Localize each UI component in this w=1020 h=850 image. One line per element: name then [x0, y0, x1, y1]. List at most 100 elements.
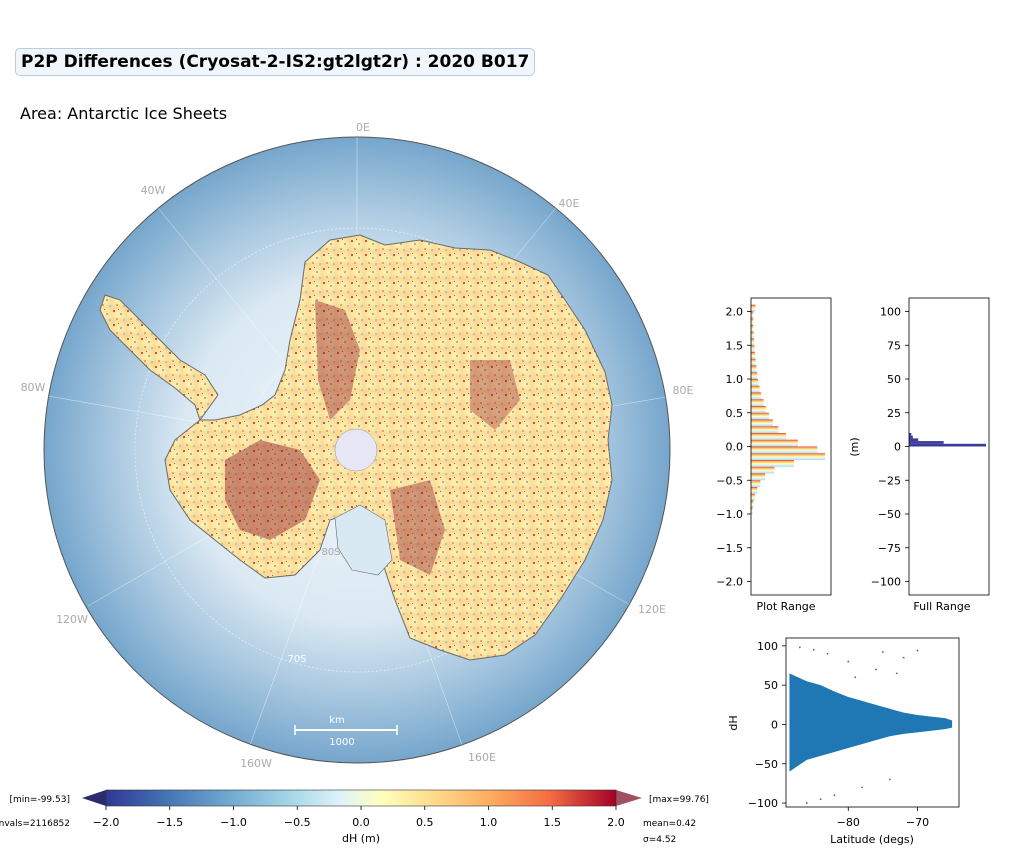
colorbar-tick-label-4: 0.0 — [352, 816, 370, 829]
colorbar-gradient — [106, 790, 616, 806]
hist2-tick-label-8: −100 — [871, 576, 901, 589]
hist1-bar-7 — [751, 460, 794, 467]
scatter-point-0 — [798, 646, 801, 649]
scalebar-value: 1000 — [329, 737, 354, 748]
dark-patch-west — [225, 440, 320, 540]
lon-label-160W: 160W — [240, 757, 272, 770]
scatter-ticks: −80 −70 100 50 0 −50 −100 — [748, 640, 929, 829]
nvals-label: nvals=2116852 — [0, 819, 70, 829]
hist1-bar-3 — [751, 487, 758, 494]
hist1-xlabel: Plot Range — [756, 600, 815, 613]
colorbar-max-extend — [616, 790, 642, 806]
hist2-bar-1 — [909, 435, 913, 439]
colorbar-tick-label-1: −1.5 — [156, 816, 183, 829]
figure-title: P2P Differences (Cryosat-2-IS2:gt2lgt2r)… — [15, 48, 536, 76]
scatter-ytick-label-0: 100 — [757, 640, 778, 653]
hist1-bar-24 — [751, 345, 755, 352]
scatter-point-1 — [812, 648, 815, 651]
scatter-ytick-label-1: 50 — [764, 679, 778, 692]
lon-label-80E: 80E — [673, 384, 694, 397]
scatter-bands — [789, 673, 953, 772]
hist2-ylabel: (m) — [848, 437, 861, 456]
scale-bar: km 1000 — [294, 715, 398, 748]
scatter-point-11 — [888, 778, 891, 781]
scatter-point-4 — [881, 651, 884, 654]
scatter-xtick-label-0: −80 — [837, 816, 860, 829]
hist1-bar-27 — [751, 325, 754, 332]
hist2-bar-3 — [909, 441, 944, 444]
hist1-bar-12 — [751, 426, 779, 433]
hist2-tick-label-2: 50 — [887, 373, 901, 386]
sigma-label: σ=4.52 — [643, 835, 676, 845]
scatter-point-13 — [875, 668, 877, 671]
colorbar-tick-label-6: 1.0 — [480, 816, 498, 829]
scatter-point-5 — [902, 656, 905, 659]
scatter-point-9 — [833, 794, 836, 797]
hist1-bar-16 — [751, 399, 764, 406]
hist1-bar-21 — [751, 365, 757, 373]
hist1-bar-18 — [751, 385, 760, 393]
hist1-bar-14 — [751, 412, 769, 420]
hist1-bar-4 — [751, 480, 761, 487]
dark-patch-east — [470, 360, 520, 430]
scatter-frame — [785, 637, 960, 808]
hist1-tick-label-7: −1.5 — [716, 542, 743, 555]
scatter-plot: −80 −70 100 50 0 −50 −100 Latitude (degs) dH — [727, 637, 960, 846]
hist1-bar-25 — [751, 338, 755, 346]
scatter-point-12 — [854, 676, 857, 679]
hist1-tick-label-4: 0.0 — [726, 441, 744, 454]
polar-hole — [334, 428, 378, 472]
lon-label-160E: 160E — [468, 751, 496, 764]
hist1-tick-label-2: 1.0 — [726, 373, 744, 386]
scatter-point-8 — [819, 798, 822, 801]
histogram-plot-range: 2.0 1.5 1.0 0.5 0.0 −0.5 −1.0 −1.5 −2.0 Plot Ran… — [716, 297, 832, 613]
scalebar-unit: km — [329, 715, 345, 726]
scatter-point-10 — [861, 786, 864, 789]
hist2-tick-label-3: 25 — [887, 407, 901, 420]
scatter-point-6 — [916, 649, 919, 652]
colorbar-min-extend — [82, 790, 106, 806]
hist1-bar-20 — [751, 372, 758, 379]
scatter-xlabel: Latitude (degs) — [830, 833, 914, 846]
hist2-tick-label-0: 100 — [880, 306, 901, 319]
colorbar-tick-label-7: 1.5 — [544, 816, 562, 829]
hist1-tick-label-5: −0.5 — [716, 474, 743, 487]
hist1-bar-8 — [751, 453, 826, 460]
hist2-yticks: 100 75 50 25 0 −25 −50 −75 −100 — [871, 306, 909, 589]
hist1-bar-19 — [751, 379, 759, 386]
hist1-bar-26 — [751, 331, 754, 339]
hist2-bars — [909, 433, 986, 447]
hist1-bar-6 — [751, 466, 775, 474]
hist1-bar-2 — [751, 493, 755, 501]
hist1-bar-22 — [751, 358, 756, 366]
lat-label-70S: 70S — [287, 654, 306, 665]
hist1-bar-23 — [751, 352, 755, 359]
hist1-bar-28 — [751, 318, 754, 325]
hist1-bar-17 — [751, 392, 762, 400]
lon-label-0E: 0E — [356, 121, 370, 134]
hist1-bar-10 — [751, 439, 798, 447]
lon-label-120W: 120W — [56, 613, 88, 626]
hist1-bar-29 — [751, 311, 754, 319]
hist1-tick-label-6: −1.0 — [716, 508, 743, 521]
dark-patch-center — [315, 300, 360, 420]
hist1-bars — [751, 304, 826, 514]
lon-label-40E: 40E — [559, 197, 580, 210]
hist2-bar-0 — [909, 433, 912, 436]
hist1-bar-1 — [751, 500, 754, 508]
scatter-point-14 — [895, 672, 898, 675]
lat-label-80S: 80S — [321, 547, 340, 558]
hist2-bar-4 — [909, 443, 986, 447]
scatter-point-7 — [805, 802, 808, 804]
hist1-bar-11 — [751, 433, 787, 440]
hist2-xlabel: Full Range — [913, 600, 970, 613]
hist1-bar-5 — [751, 473, 766, 481]
hist2-tick-label-1: 75 — [887, 339, 901, 352]
colorbar-label: dH (m) — [342, 832, 380, 845]
hist1-tick-label-8: −2.0 — [716, 576, 743, 589]
hist2-tick-label-7: −75 — [878, 542, 901, 555]
hist2-tick-label-5: −25 — [878, 474, 901, 487]
hist1-bar-0 — [751, 507, 753, 514]
colorbar-ticks: −2.0 −1.5 −1.0 −0.5 0.0 0.5 1.0 1.5 2.0 — [93, 806, 625, 829]
hist2-tick-label-4: 0 — [894, 441, 901, 454]
